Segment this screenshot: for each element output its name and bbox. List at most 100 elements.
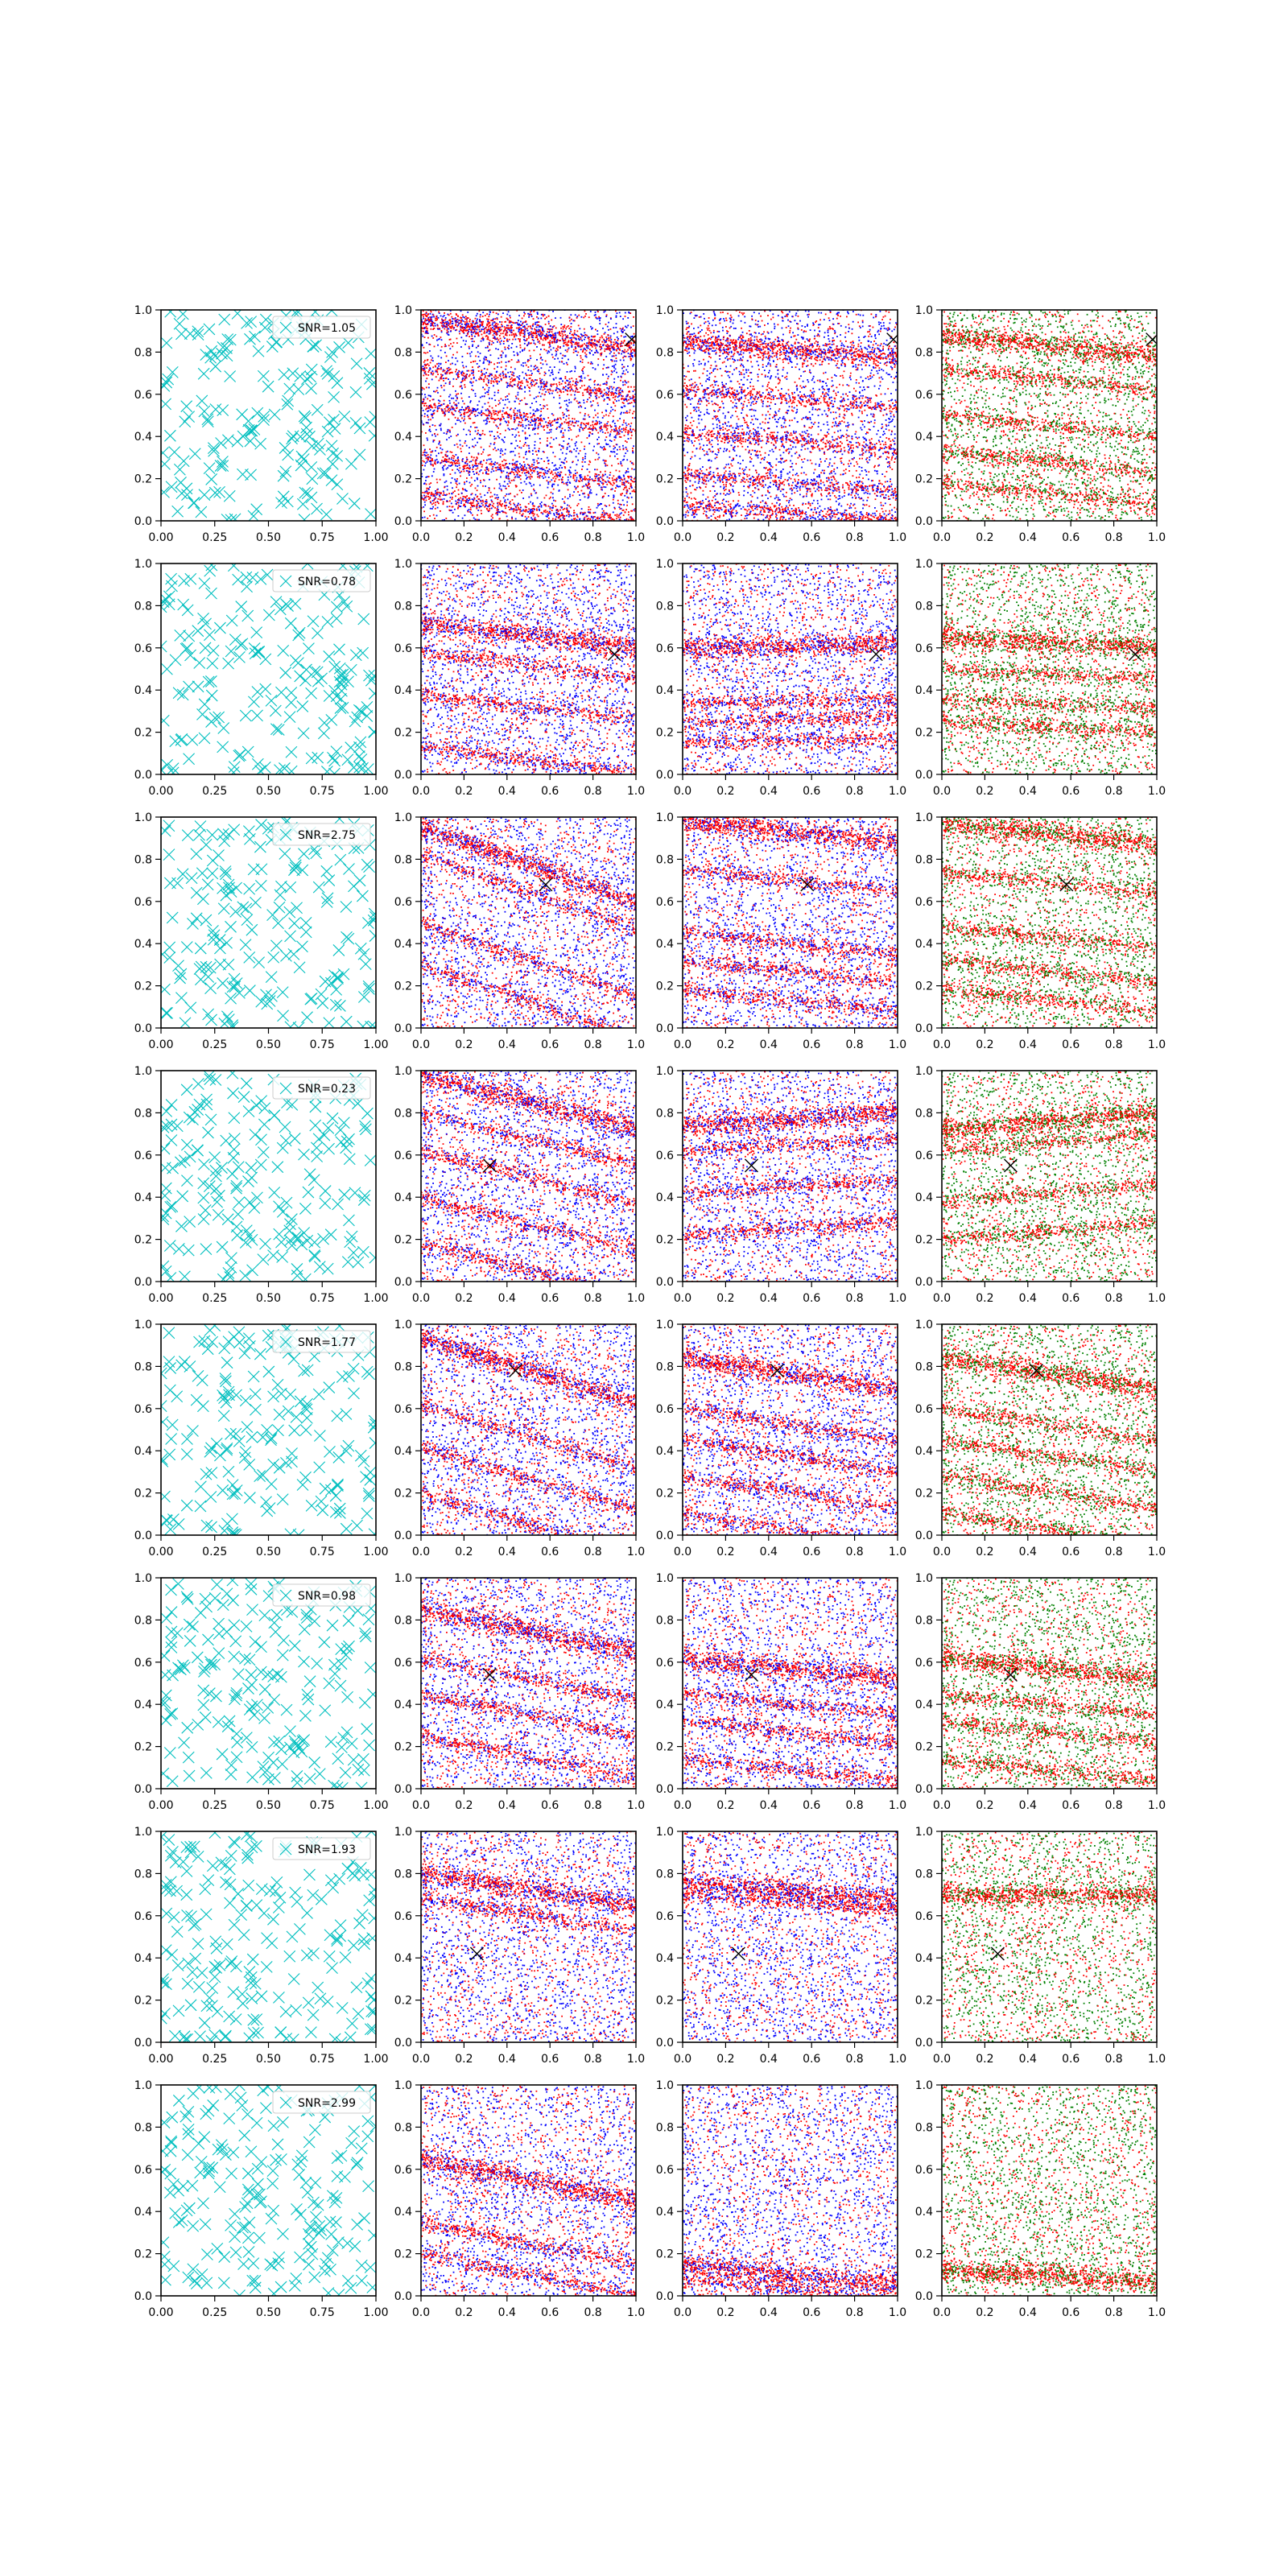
data-point: [452, 320, 453, 322]
data-point: [510, 452, 511, 453]
data-point: [514, 354, 515, 356]
data-point: [628, 399, 630, 401]
data-point: [582, 465, 584, 467]
data-point: [527, 382, 529, 383]
data-point: [563, 417, 564, 419]
data-point: [613, 494, 614, 496]
data-point: [544, 497, 546, 499]
data-point: [456, 378, 457, 380]
data-point: [535, 423, 536, 425]
data-point: [534, 342, 535, 344]
data-point: [429, 448, 431, 450]
data-point: [530, 394, 531, 396]
data-point: [453, 456, 455, 457]
data-point: [591, 350, 592, 352]
data-point: [541, 386, 543, 388]
data-point: [631, 402, 633, 403]
data-point: [537, 417, 539, 419]
data-point: [464, 317, 465, 319]
data-point: [557, 358, 559, 360]
data-point: [587, 390, 588, 391]
data-point: [434, 440, 436, 441]
data-point: [600, 477, 601, 478]
data-point: [516, 417, 518, 419]
data-point: [632, 503, 634, 505]
data-point: [526, 365, 527, 366]
data-point: [485, 419, 487, 421]
data-point: [590, 311, 592, 312]
data-point: [506, 361, 507, 363]
data-point: [464, 514, 466, 516]
data-point: [623, 419, 625, 421]
data-point: [559, 473, 560, 475]
data-point: [364, 367, 375, 378]
data-point: [489, 349, 491, 351]
panel-row1-col2: 0.0 0.2 0.4 0.6 0.8 1.00.00.20.40.60.81.0: [394, 304, 645, 544]
data-point: [559, 332, 561, 334]
data-point: [510, 326, 512, 328]
data-point: [478, 401, 480, 402]
data-point: [487, 345, 489, 347]
data-point: [253, 345, 264, 357]
data-point: [447, 372, 448, 374]
data-point: [469, 431, 471, 432]
data-point: [521, 399, 522, 401]
data-point: [469, 414, 471, 415]
data-point: [448, 315, 450, 316]
data-point: [345, 458, 357, 469]
data-point: [430, 482, 431, 484]
data-point: [584, 413, 586, 415]
data-point: [477, 332, 479, 333]
data-point: [181, 401, 192, 412]
data-point: [469, 327, 471, 328]
data-point: [554, 325, 555, 327]
data-point: [482, 407, 484, 408]
data-point: [584, 378, 586, 379]
data-point: [518, 320, 519, 321]
data-point: [535, 332, 536, 334]
data-point: [562, 357, 564, 359]
data-point: [477, 409, 478, 411]
data-point: [438, 356, 440, 357]
data-point: [526, 338, 528, 340]
data-point: [513, 411, 514, 413]
data-point: [424, 482, 426, 484]
data-point: [423, 365, 424, 367]
data-point: [447, 370, 448, 372]
data-point: [430, 405, 431, 407]
data-point: [466, 445, 468, 447]
data-point: [494, 392, 496, 394]
data-point: [487, 320, 489, 322]
data-point: [365, 348, 377, 359]
data-point: [605, 332, 606, 333]
data-point: [460, 317, 462, 319]
data-point: [456, 342, 458, 344]
data-point: [534, 349, 535, 351]
data-point: [613, 394, 614, 396]
data-point: [522, 426, 524, 427]
data-point: [481, 324, 483, 326]
data-point: [602, 374, 604, 376]
data-point: [435, 461, 436, 463]
data-point: [431, 379, 433, 381]
data-point: [477, 404, 479, 406]
data-point: [458, 515, 460, 517]
data-point: [597, 505, 599, 506]
data-point: [577, 485, 579, 487]
data-point: [609, 425, 611, 427]
data-point: [565, 389, 567, 390]
data-point: [477, 334, 479, 336]
data-point: [498, 437, 500, 439]
data-point: [521, 492, 522, 493]
data-point: [611, 465, 613, 467]
data-point: [551, 462, 553, 464]
data-point: [488, 394, 489, 395]
data-point: [599, 485, 601, 486]
data-point: [633, 316, 634, 318]
data-point: [517, 445, 518, 447]
data-point: [600, 346, 601, 348]
data-point: [585, 313, 587, 315]
data-point: [543, 390, 544, 391]
data-point: [480, 397, 481, 398]
data-point: [482, 337, 484, 339]
